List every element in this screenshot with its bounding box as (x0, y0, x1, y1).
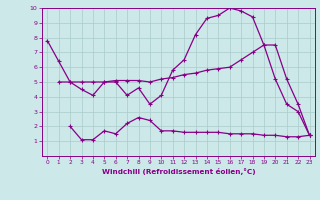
X-axis label: Windchill (Refroidissement éolien,°C): Windchill (Refroidissement éolien,°C) (101, 168, 255, 175)
